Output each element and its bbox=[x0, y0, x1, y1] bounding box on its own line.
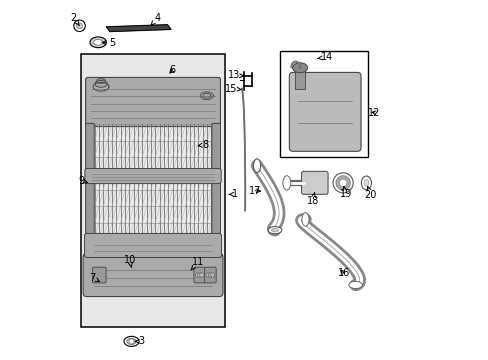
Text: 4: 4 bbox=[151, 13, 161, 25]
Ellipse shape bbox=[94, 40, 102, 45]
Circle shape bbox=[339, 179, 346, 186]
Ellipse shape bbox=[253, 159, 260, 172]
Text: 5: 5 bbox=[102, 38, 115, 48]
Ellipse shape bbox=[126, 338, 136, 345]
FancyBboxPatch shape bbox=[85, 168, 221, 184]
Ellipse shape bbox=[292, 63, 307, 73]
Ellipse shape bbox=[361, 176, 371, 190]
Text: 13: 13 bbox=[227, 70, 243, 80]
Circle shape bbox=[199, 273, 203, 277]
Ellipse shape bbox=[348, 282, 362, 288]
Circle shape bbox=[197, 273, 202, 277]
FancyBboxPatch shape bbox=[92, 267, 106, 283]
Ellipse shape bbox=[271, 228, 278, 232]
Text: 12: 12 bbox=[367, 108, 380, 118]
Ellipse shape bbox=[282, 176, 290, 190]
Circle shape bbox=[129, 339, 134, 344]
Text: 10: 10 bbox=[123, 255, 136, 267]
FancyBboxPatch shape bbox=[85, 123, 94, 240]
Text: 2: 2 bbox=[71, 13, 79, 26]
Circle shape bbox=[195, 273, 199, 277]
Circle shape bbox=[208, 273, 212, 277]
Text: 19: 19 bbox=[339, 186, 351, 199]
Bar bbox=[280, 51, 367, 157]
Circle shape bbox=[335, 176, 349, 190]
Circle shape bbox=[206, 273, 210, 277]
Text: 20: 20 bbox=[364, 186, 376, 200]
Text: 17: 17 bbox=[248, 186, 261, 196]
Circle shape bbox=[74, 20, 85, 32]
Text: 1: 1 bbox=[229, 189, 238, 199]
Ellipse shape bbox=[301, 213, 308, 226]
Text: 16: 16 bbox=[337, 268, 349, 278]
FancyBboxPatch shape bbox=[85, 77, 220, 127]
Circle shape bbox=[210, 273, 214, 277]
FancyBboxPatch shape bbox=[301, 171, 327, 194]
Ellipse shape bbox=[267, 226, 281, 234]
FancyBboxPatch shape bbox=[289, 72, 360, 151]
Ellipse shape bbox=[90, 37, 106, 48]
Ellipse shape bbox=[124, 336, 139, 346]
Text: 18: 18 bbox=[306, 193, 318, 206]
Polygon shape bbox=[106, 25, 171, 32]
FancyBboxPatch shape bbox=[211, 123, 220, 240]
Text: 6: 6 bbox=[169, 64, 176, 75]
FancyBboxPatch shape bbox=[83, 253, 223, 297]
Bar bbox=[294, 69, 305, 89]
Circle shape bbox=[332, 173, 352, 193]
Text: 11: 11 bbox=[190, 257, 203, 270]
Text: 8: 8 bbox=[198, 140, 208, 150]
FancyBboxPatch shape bbox=[84, 233, 221, 257]
Ellipse shape bbox=[364, 180, 368, 186]
Polygon shape bbox=[85, 58, 221, 323]
Text: 15: 15 bbox=[224, 84, 241, 94]
Text: 9: 9 bbox=[78, 176, 87, 186]
FancyBboxPatch shape bbox=[204, 267, 216, 283]
FancyBboxPatch shape bbox=[194, 267, 205, 283]
Text: 3: 3 bbox=[135, 336, 144, 346]
Text: 14: 14 bbox=[317, 52, 332, 62]
Text: 7: 7 bbox=[89, 273, 99, 283]
Bar bbox=[81, 54, 224, 327]
Circle shape bbox=[77, 23, 82, 29]
